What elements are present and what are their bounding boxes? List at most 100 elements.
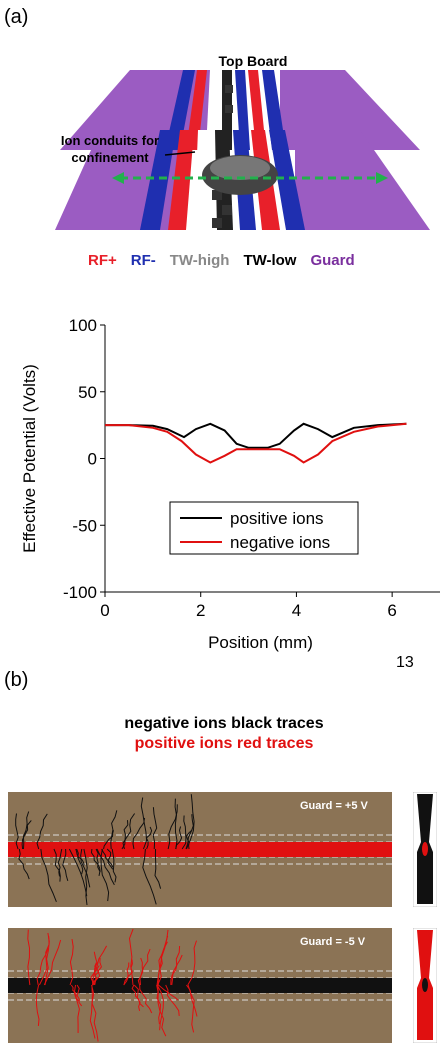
electrode-board-diagram: Top Board Ion conduits for confinement — [55, 53, 430, 230]
ion-trace — [187, 984, 195, 1033]
simulation-guard-minus5 — [8, 928, 392, 1043]
ion-trace — [73, 984, 80, 1033]
ion-trace — [167, 804, 178, 850]
ion-trace — [157, 984, 167, 1037]
ion-trace — [76, 848, 84, 875]
y-tick-label: 0 — [88, 450, 97, 469]
ion-trace — [75, 848, 85, 866]
ion-trace — [94, 945, 108, 986]
ion-trace — [69, 939, 74, 986]
x-axis-label: Position (mm) — [208, 633, 313, 652]
electrode-legend-item: TW-high — [169, 252, 230, 269]
traces-caption-line1: negative ions black traces — [124, 715, 324, 732]
ion-trace — [40, 848, 57, 902]
ion-trace — [142, 848, 157, 905]
ion-trace — [110, 810, 118, 850]
page-number: 13 — [396, 654, 414, 671]
ion-trace — [122, 813, 136, 850]
ion-trace — [154, 848, 162, 889]
x-tick-label: 6 — [387, 601, 396, 620]
x-tick-label: 0 — [100, 601, 109, 620]
ion-trace — [106, 848, 114, 870]
ion-trace — [22, 811, 30, 850]
sim2-guard-label: Guard = -5 V — [300, 936, 366, 948]
x-tick-label: 2 — [196, 601, 205, 620]
ion-trace — [152, 807, 158, 850]
y-tick-label: -100 — [63, 583, 97, 602]
electrode-legend-item: RF+ — [88, 252, 117, 269]
ion-trace — [36, 813, 48, 850]
ion-beam-inner — [8, 844, 392, 855]
side-cloud-inner — [422, 842, 428, 856]
ion-trace — [90, 848, 101, 872]
legend-label-0: positive ions — [230, 509, 324, 528]
ion-trace — [43, 939, 62, 986]
bottom-board-guard-right — [295, 130, 430, 230]
ion-trace — [139, 948, 151, 986]
ion-trace — [76, 984, 83, 1007]
ion-trace — [70, 984, 79, 1002]
panel-a-label: (a) — [4, 6, 29, 28]
ion-trace — [101, 848, 114, 868]
ion-trace — [139, 984, 153, 1014]
ion-trace — [100, 848, 110, 902]
ion-trace — [186, 794, 195, 850]
ion-trace — [185, 814, 194, 850]
sim1-guard-label: Guard = +5 V — [300, 800, 368, 812]
ion-trace — [53, 848, 61, 882]
ion-trace — [62, 848, 69, 882]
ion-trace — [123, 959, 133, 986]
ion-trace — [90, 962, 97, 986]
ion-trace — [171, 945, 181, 986]
ion-trace — [89, 984, 96, 1039]
ion-trace — [123, 962, 130, 986]
x-tick-label: 4 — [292, 601, 301, 620]
ion-trace — [38, 936, 50, 986]
ion-trace — [174, 798, 178, 850]
ion-trace — [132, 817, 146, 850]
ion-trace — [92, 951, 98, 986]
ion-trace — [133, 984, 141, 1012]
legend-label-1: negative ions — [230, 533, 330, 552]
top-board-label: Top Board — [219, 53, 288, 69]
ion-trace — [158, 984, 179, 1001]
ion-trace — [175, 826, 183, 850]
ion-trace — [181, 815, 187, 850]
ion-trace — [156, 984, 164, 1031]
electrode-legend-item: Guard — [310, 252, 355, 269]
side-cloud-inner — [422, 978, 428, 992]
ion-trace — [15, 813, 19, 850]
ion-beam-inner — [8, 980, 392, 991]
ion-trace — [35, 984, 40, 1026]
ion-trace — [27, 929, 31, 986]
y-tick-label: 100 — [69, 316, 97, 335]
ion-trace — [185, 829, 193, 850]
y-tick-label: -50 — [72, 516, 97, 535]
y-axis-label: Effective Potential (Volts) — [20, 364, 39, 553]
ion-trace — [140, 797, 148, 850]
ion-trace — [165, 984, 180, 1016]
conduit-label-line1: Ion conduits for — [61, 133, 159, 148]
ion-trace — [187, 940, 197, 986]
ion-trace — [145, 826, 153, 850]
simulation-guard-minus5-cross-section — [413, 928, 437, 1043]
ion-trace — [96, 848, 115, 886]
series-line-1 — [105, 422, 407, 464]
ion-trace — [157, 929, 169, 986]
ion-trace — [170, 954, 183, 986]
ion-trace — [80, 848, 91, 888]
y-tick-label: 50 — [78, 383, 97, 402]
ion-trace — [128, 928, 134, 986]
ion-trace — [91, 984, 99, 1042]
ion-trace — [103, 830, 114, 850]
ion-trace — [21, 820, 32, 850]
ion-trace — [68, 848, 88, 897]
electrode-legend-item: TW-low — [243, 252, 297, 269]
panel-b-label: (b) — [4, 669, 29, 691]
electrode-legend: RF+ RF- TW-high TW-low Guard — [88, 252, 355, 269]
ion-trace — [83, 848, 88, 906]
ion-trace — [57, 848, 63, 877]
simulation-guard-plus5 — [8, 792, 392, 907]
chart-legend-box — [169, 501, 359, 555]
